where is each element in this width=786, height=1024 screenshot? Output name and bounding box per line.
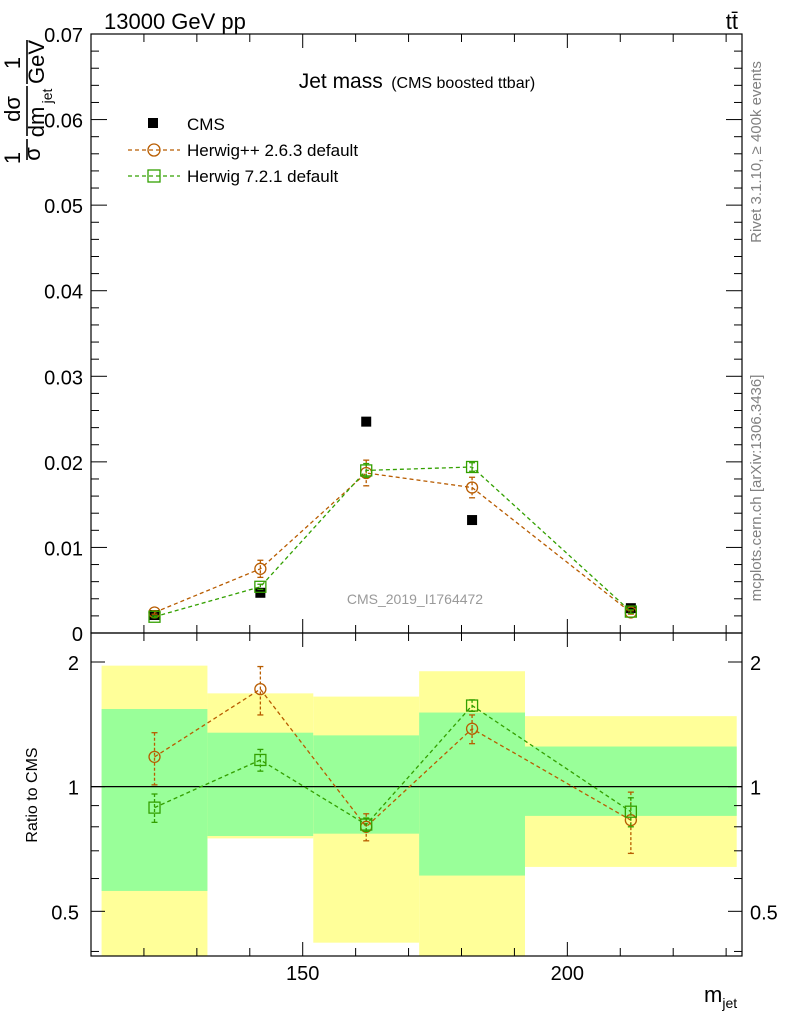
legend-label-herwigpp: Herwig++ 2.6.3 default [187,141,358,160]
herwigpp-ratio-line [154,688,632,828]
ratio-band-inner-2 [313,735,420,834]
rivet-label: Rivet 3.1.10, ≥ 400k events [748,61,765,243]
y-tick-label: 0 [72,624,83,646]
x-tick-label: 200 [551,963,584,985]
herwig7-ratio-point [148,801,161,814]
process-label: tt̄ [726,9,738,34]
y-tick-label: 0.05 [44,196,83,218]
ratio-y-tick-label-left: 0.5 [51,902,79,924]
ratio-y-tick-label-left: 2 [68,653,79,675]
y-tick-label: 0.01 [44,538,83,560]
cms-data-point [467,515,478,526]
y-label-dm: dm [24,107,49,138]
y-label-dm-sub: jet [39,89,55,105]
legend-label-cms: CMS [187,115,225,134]
analysis-watermark: CMS_2019_I1764472 [347,591,483,607]
y-tick-label: 0.06 [44,111,83,133]
herwig7-ratio-point [254,753,267,767]
herwigpp-ratio-point [254,682,267,696]
main-series-layer [148,416,638,623]
herwigpp-ratio-point [148,750,161,764]
ratio-y-tick-label-right: 2 [750,653,761,675]
ratio-y-tick-label-right: 1 [750,778,761,800]
y-tick-label: 0.07 [44,25,83,47]
cms-data-point [149,610,160,621]
herwig7-main-point [254,580,267,593]
ratio-series-layer [148,665,638,855]
ratio-y-tick-label-left: 1 [68,778,79,800]
herwig7-ratio-point [360,818,373,831]
herwig7-main-point [624,605,638,618]
chart-title: Jet mass [299,70,383,93]
herwigpp-main-point [254,562,267,575]
y-label-frac-den: σ [20,147,45,161]
legend: CMS Herwig++ 2.6.3 default Herwig 7.2.1 … [128,115,358,186]
herwig7-ratio-point [465,699,479,712]
ratio-band-inner-1 [207,732,314,837]
legend-marker-cms [148,118,158,128]
y-tick-label: 0.03 [44,367,83,389]
cms-data-point [361,416,372,427]
herwig7-main-point [465,460,479,474]
ratio-uncertainty-bands [101,665,737,956]
y-axis-label: 1 σ dσ dm jet 1 GeV [0,40,55,164]
y-label-dsigma: dσ [0,96,25,122]
main-axis-ticks: 0 0.01 0.02 0.03 0.04 0.05 0.06 0.07 [44,25,742,646]
herwig7-main-point [148,610,161,623]
x-label-main: m [704,982,722,1007]
herwigpp-ratio-point [465,722,479,735]
y-label-unit-den: GeV [24,40,49,84]
ratio-band-inner-3 [419,712,525,876]
legend-label-herwig7: Herwig 7.2.1 default [187,167,338,186]
x-axis-label: mjet [704,982,737,1011]
ratio-y-tick-label-right: 0.5 [750,902,778,924]
chart-subtitle: (CMS boosted ttbar) [391,75,535,92]
y-tick-label: 0.04 [44,282,83,304]
ratio-axis-ticks: 150 200 0.5 0.5 1 1 2 2 [51,633,778,985]
legend-marker-herwig7 [147,169,161,183]
source-label: mcplots.cern.ch [arXiv:1306.3436] [748,375,765,602]
herwig7-ratio-point [624,805,638,818]
herwigpp-main-point [465,481,479,494]
y-label-frac-num: 1 [0,152,25,164]
y-tick-label: 0.02 [44,453,83,475]
energy-label: 13000 GeV pp [104,9,246,34]
herwig7-main-point [360,464,373,477]
x-label-sub: jet [721,995,737,1011]
y-label-unit-num: 1 [0,57,25,69]
cms-data-point [625,603,636,614]
ratio-y-label: Ratio to CMS [24,747,41,842]
x-tick-label: 150 [286,963,319,985]
chart-title-group: Jet mass (CMS boosted ttbar) [299,70,536,93]
ratio-plot-frame [90,632,743,957]
legend-marker-herwigpp [147,143,161,157]
